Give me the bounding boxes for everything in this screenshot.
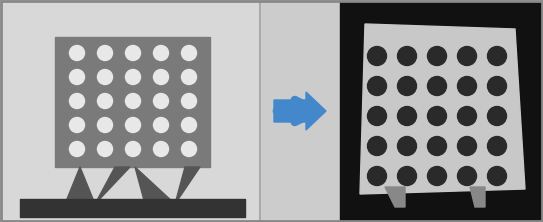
Circle shape	[368, 77, 387, 95]
Circle shape	[427, 166, 446, 186]
Circle shape	[70, 69, 85, 85]
Circle shape	[181, 117, 197, 133]
Circle shape	[181, 93, 197, 109]
Circle shape	[98, 117, 112, 133]
Circle shape	[488, 46, 507, 65]
Circle shape	[458, 107, 477, 125]
Polygon shape	[360, 24, 525, 194]
Circle shape	[98, 69, 112, 85]
Circle shape	[125, 117, 141, 133]
Circle shape	[397, 107, 416, 125]
Circle shape	[70, 141, 85, 157]
Bar	[2, 2, 260, 220]
Circle shape	[125, 46, 141, 61]
Circle shape	[181, 69, 197, 85]
Circle shape	[458, 137, 477, 155]
Circle shape	[488, 107, 507, 125]
Polygon shape	[385, 187, 405, 207]
Circle shape	[427, 137, 446, 155]
Circle shape	[70, 117, 85, 133]
Circle shape	[125, 93, 141, 109]
Polygon shape	[470, 187, 485, 207]
Circle shape	[368, 166, 387, 186]
Circle shape	[368, 46, 387, 65]
Circle shape	[397, 137, 416, 155]
Circle shape	[125, 69, 141, 85]
Circle shape	[458, 166, 477, 186]
Circle shape	[488, 137, 507, 155]
Circle shape	[368, 107, 387, 125]
Circle shape	[125, 141, 141, 157]
Polygon shape	[175, 167, 200, 204]
Circle shape	[98, 93, 112, 109]
Circle shape	[458, 46, 477, 65]
Circle shape	[154, 69, 168, 85]
Circle shape	[154, 93, 168, 109]
Polygon shape	[95, 167, 130, 204]
Circle shape	[70, 46, 85, 61]
FancyArrow shape	[274, 92, 326, 130]
Circle shape	[488, 166, 507, 186]
Circle shape	[154, 46, 168, 61]
Polygon shape	[135, 167, 175, 204]
Circle shape	[397, 46, 416, 65]
Circle shape	[154, 117, 168, 133]
Circle shape	[427, 107, 446, 125]
Circle shape	[427, 77, 446, 95]
Circle shape	[397, 77, 416, 95]
Circle shape	[368, 137, 387, 155]
Polygon shape	[65, 167, 95, 204]
Circle shape	[181, 141, 197, 157]
Circle shape	[98, 141, 112, 157]
Circle shape	[181, 46, 197, 61]
Circle shape	[427, 46, 446, 65]
Circle shape	[98, 46, 112, 61]
Bar	[20, 199, 245, 217]
Circle shape	[488, 77, 507, 95]
Bar	[55, 37, 210, 167]
Circle shape	[458, 77, 477, 95]
Circle shape	[397, 166, 416, 186]
Circle shape	[70, 93, 85, 109]
Bar	[340, 2, 541, 220]
Circle shape	[154, 141, 168, 157]
